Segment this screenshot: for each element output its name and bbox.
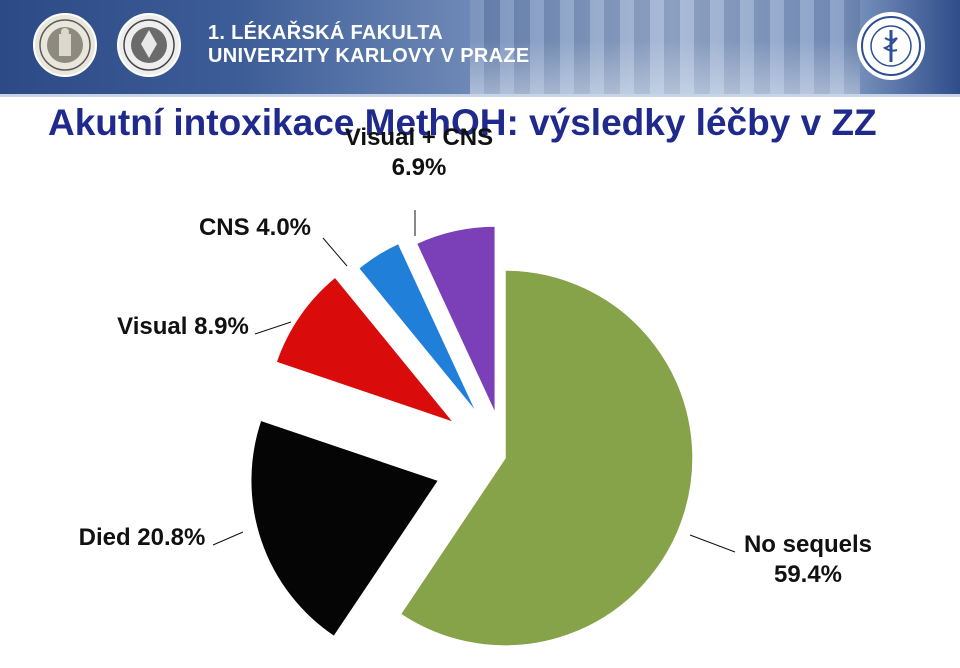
charles-university-seal-logo [33, 13, 97, 77]
hospital-logo [857, 12, 925, 80]
leader-line-died [212, 531, 244, 546]
pie-slice-cns [357, 242, 479, 415]
pie-slice-died [250, 419, 440, 638]
pie-slice-visual [275, 276, 457, 425]
slide-title: Akutní intoxikace MethOH: výsledky léčby… [48, 102, 877, 143]
header-banner: 1. LÉKAŘSKÁ FAKULTA UNIVERZITY KARLOVY V… [0, 0, 960, 94]
faculty-line-2: UNIVERZITY KARLOVY V PRAZE [208, 45, 530, 67]
data-label-died-line-1: Died 20.8% [79, 524, 206, 551]
data-label-visual-cns-line-2: 6.9% [392, 154, 447, 181]
banner-photo-highlight [470, 40, 860, 94]
data-label-no-sequels-line-1: No sequels [744, 531, 872, 558]
data-label-cns-line-1: CNS 4.0% [199, 214, 311, 241]
data-label-no-sequels-line-2: 59.4% [774, 561, 842, 588]
banner-divider [0, 94, 960, 97]
pie-slice-visual-cns [415, 225, 497, 415]
banner-laboratory-photo [470, 0, 860, 94]
leader-line-no-sequels [689, 534, 736, 553]
first-faculty-seal-logo [117, 13, 181, 77]
leader-line-visual [254, 321, 292, 335]
pie-slice-no-sequels [399, 269, 694, 647]
data-label-visual-line-1: Visual 8.9% [117, 313, 249, 340]
faculty-name: 1. LÉKAŘSKÁ FAKULTA UNIVERZITY KARLOVY V… [208, 22, 530, 68]
faculty-line-1: 1. LÉKAŘSKÁ FAKULTA [208, 22, 443, 44]
data-label-visual-cns-line-1: Visual + CNS [345, 124, 493, 151]
leader-line-cns [322, 237, 348, 267]
